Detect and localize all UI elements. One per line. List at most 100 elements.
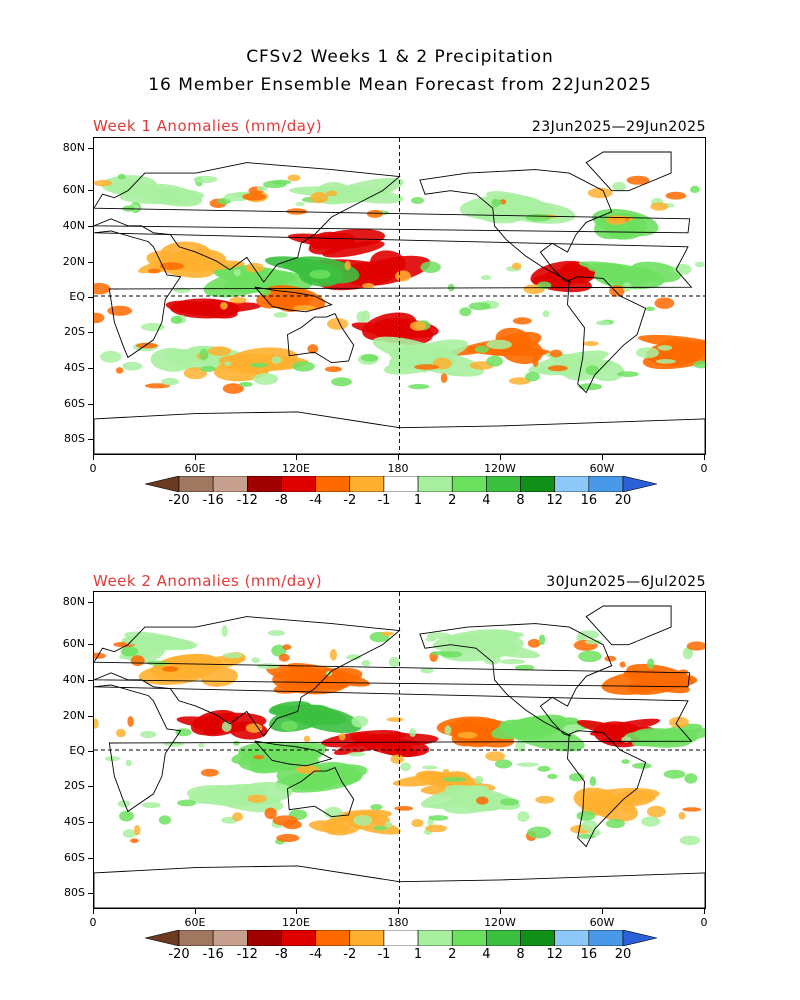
colorbar-bin xyxy=(383,476,419,492)
lon-tick-label: 180 xyxy=(387,462,409,475)
colorbar-bin xyxy=(349,476,385,492)
anomaly-region-8 xyxy=(231,741,327,774)
lat-tick-mark xyxy=(88,262,93,263)
lat-tick-label: 20S xyxy=(64,779,85,792)
panel1-map-svg xyxy=(94,138,705,454)
panel1-dates: 23Jun2025—29Jun2025 xyxy=(531,119,706,135)
colorbar-label: 2 xyxy=(448,947,457,962)
lat-tick-label: 80S xyxy=(64,432,85,445)
lat-tick-mark xyxy=(88,368,93,369)
lat-tick-label: 40S xyxy=(64,361,85,374)
colorbar-bin xyxy=(588,476,624,492)
lon-tick-mark xyxy=(93,455,94,460)
colorbar-bin xyxy=(486,476,521,492)
coastline-antarctica xyxy=(94,865,705,908)
lon-tick-label: 60E xyxy=(184,462,206,475)
colorbar-bin xyxy=(212,476,248,492)
lat-tick-label: 20N xyxy=(62,255,85,268)
colorbar-bin xyxy=(486,930,521,946)
lat-tick-mark xyxy=(88,751,93,752)
colorbar-bin xyxy=(315,930,351,946)
coastline-namerica xyxy=(419,623,613,737)
colorbar-bin xyxy=(451,476,487,492)
lon-tick-mark xyxy=(296,909,297,914)
coastline-samerica xyxy=(567,730,647,848)
speckle-layer xyxy=(94,625,705,846)
colorbar-label: -1 xyxy=(377,493,391,508)
lat-tick-label: 60S xyxy=(64,397,85,410)
lon-tick-mark xyxy=(602,455,603,460)
lon-tick-mark xyxy=(296,455,297,460)
colorbar-label: 8 xyxy=(516,947,525,962)
colorbar-label: -2 xyxy=(343,493,357,508)
anomaly-layer xyxy=(101,175,705,382)
colorbar-label: 1 xyxy=(413,947,423,962)
lon-tick-label: 60W xyxy=(589,462,615,475)
coastline-greenland xyxy=(585,151,672,192)
colorbar-label: -4 xyxy=(309,493,323,508)
coastline-australia xyxy=(287,767,355,818)
colorbar-bin xyxy=(554,930,590,946)
lat-tick-mark xyxy=(88,786,93,787)
anomaly-region-6 xyxy=(351,312,439,345)
anomaly-region-3 xyxy=(320,729,439,758)
coastline-layer xyxy=(94,151,705,454)
title-line1: CFSv2 Weeks 1 & 2 Precipitation xyxy=(246,47,554,67)
anomaly-region-1 xyxy=(268,701,362,734)
lon-tick-label: 120E xyxy=(282,462,310,475)
anomaly-region-15 xyxy=(601,663,698,695)
colorbar-label: -1 xyxy=(377,947,391,962)
lon-tick-label: 0 xyxy=(700,462,708,475)
colorbar-bin xyxy=(383,930,419,946)
colorbar-label: -16 xyxy=(202,947,224,962)
lon-tick-mark xyxy=(602,909,603,914)
lon-tick-label: 120W xyxy=(484,462,516,475)
anomaly-region-14 xyxy=(101,175,205,207)
lat-tick-mark xyxy=(88,297,93,298)
lat-tick-mark xyxy=(88,404,93,405)
lon-tick-mark xyxy=(93,909,94,914)
lat-tick-label: 60N xyxy=(62,637,85,650)
lon-tick-mark xyxy=(704,909,705,914)
lat-tick-label: 40N xyxy=(62,673,85,686)
colorbar-label: -12 xyxy=(236,493,258,508)
panel2-map-svg xyxy=(94,592,705,908)
lat-tick-mark xyxy=(88,148,93,149)
colorbar-label: 4 xyxy=(482,493,491,508)
anomaly-region-11 xyxy=(213,347,309,382)
panel2-map xyxy=(93,591,706,909)
lat-tick-label: EQ xyxy=(69,290,85,303)
colorbar-label: 12 xyxy=(546,947,563,962)
colorbar-bin xyxy=(554,476,590,492)
colorbar-label: 20 xyxy=(614,947,632,962)
lat-tick-mark xyxy=(88,716,93,717)
lat-tick-label: 40N xyxy=(62,219,85,232)
coastline-africa xyxy=(94,684,693,813)
lat-tick-mark xyxy=(88,644,93,645)
coastline-indonesia xyxy=(254,286,333,313)
lon-tick-mark xyxy=(398,455,399,460)
colorbar-bin xyxy=(315,476,351,492)
colorbar-label: -12 xyxy=(236,947,258,962)
colorbar-bin xyxy=(520,930,555,946)
coastline-layer xyxy=(94,605,705,908)
anomaly-region-2 xyxy=(266,662,371,695)
colorbar-label: -20 xyxy=(168,493,190,508)
colorbar-bin xyxy=(247,930,282,946)
panel2-colorbar xyxy=(145,930,657,946)
colorbar-bin xyxy=(417,930,453,946)
coastline-eurasia xyxy=(94,162,691,283)
anomaly-region-1 xyxy=(287,228,385,258)
colorbar-label: -8 xyxy=(274,947,288,962)
coastline-africa xyxy=(94,230,693,359)
lon-tick-mark xyxy=(398,909,399,914)
colorbar-label: 16 xyxy=(580,947,598,962)
coastline-australia xyxy=(287,313,355,364)
lat-tick-label: 60S xyxy=(64,851,85,864)
lat-tick-mark xyxy=(88,822,93,823)
anomaly-layer xyxy=(119,629,705,836)
lat-tick-mark xyxy=(88,893,93,894)
lon-tick-mark xyxy=(704,455,705,460)
coastline-antarctica xyxy=(94,411,705,454)
colorbar-bin xyxy=(520,476,555,492)
